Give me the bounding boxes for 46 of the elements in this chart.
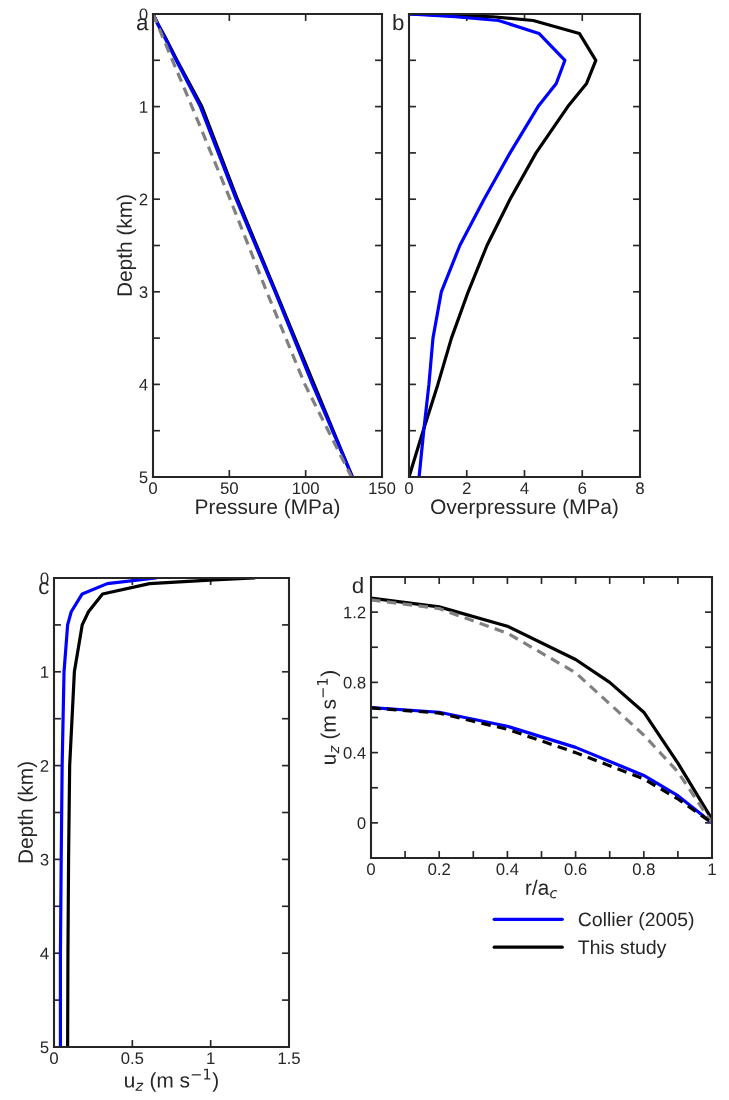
y-tick-label: 4 (139, 378, 148, 391)
y-tick-label: 2 (139, 193, 148, 206)
legend-label: Collier (2005) (578, 912, 694, 931)
x-tick-label: 1.5 (278, 1052, 300, 1065)
x-tick-label: 0 (50, 1052, 58, 1065)
x-tick-label: 0 (367, 863, 375, 876)
x-axis-title: Pressure (MPa) (196, 498, 340, 519)
y-tick-label: 1 (140, 101, 148, 113)
line-series (66, 578, 257, 1047)
y-tick-label: 3 (40, 853, 49, 866)
x-tick-label: 2 (462, 482, 471, 494)
y-tick-label: 0.4 (343, 747, 366, 759)
x-tick-label: 1 (207, 1052, 215, 1064)
x-tick-label: 0.4 (496, 863, 519, 876)
x-axis-title: r/a$_{c}$ (526, 879, 558, 899)
y-axis-title: u$_{z}$ (m s$^{−1}$) (317, 671, 340, 764)
x-tick-label: 0 (149, 482, 157, 495)
x-tick-label: 0.2 (428, 863, 450, 876)
line-series (58, 578, 158, 1047)
chart-title: b (393, 14, 404, 31)
y-tick-label: 5 (40, 1041, 49, 1054)
y-tick-label: 0 (357, 817, 366, 830)
y-tick-label: 3 (139, 286, 148, 298)
x-axis-title: u$_{z}$ (m s$^{−1}$) (125, 1068, 218, 1092)
y-axis-title: Depth (km) (116, 195, 137, 296)
y-axis-title: Depth (km) (17, 762, 38, 863)
x-axis-title: Overpressure (MPa) (431, 498, 618, 519)
x-tick-label: 6 (578, 482, 587, 495)
x-tick-label: 0.8 (632, 863, 655, 876)
y-tick-label: 1.2 (344, 606, 366, 619)
x-tick-label: 0.5 (121, 1052, 144, 1065)
x-tick-label: 4 (520, 482, 529, 494)
y-tick-label: 4 (40, 947, 49, 960)
y-tick-label: 1 (41, 666, 49, 678)
x-tick-label: 0.6 (564, 863, 587, 876)
y-tick-label: 2 (40, 760, 49, 772)
legend-label: This study (578, 939, 667, 958)
x-tick-label: 100 (293, 482, 319, 495)
x-tick-label: 1 (708, 863, 716, 875)
x-tick-label: 0 (405, 482, 413, 495)
chart-title: d (352, 577, 363, 594)
x-tick-label: 150 (369, 482, 396, 495)
y-tick-label: 0.8 (343, 676, 366, 689)
x-tick-label: 8 (636, 482, 644, 495)
x-tick-label: 50 (220, 482, 238, 495)
y-tick-label: 5 (139, 471, 148, 484)
